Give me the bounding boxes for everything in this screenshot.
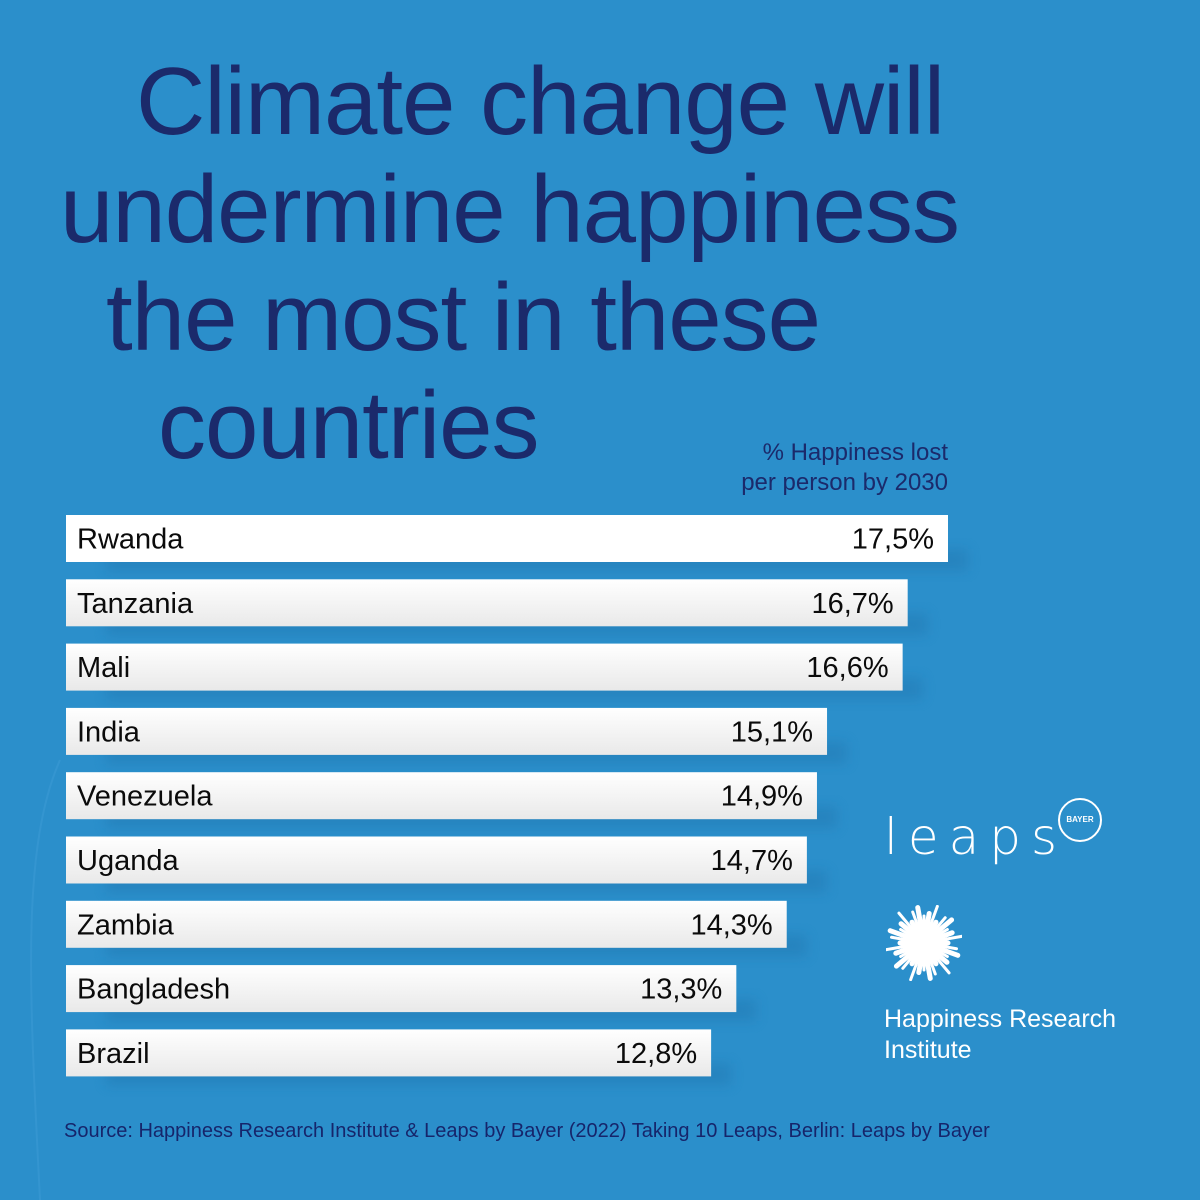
- bar: [66, 515, 948, 562]
- bar: [66, 772, 817, 820]
- bar-value-label: 16,6%: [806, 652, 888, 684]
- bar-value-label: 13,3%: [640, 974, 722, 1006]
- sun-ray: [926, 917, 955, 942]
- bar: [66, 579, 908, 627]
- bar-label: Zambia: [77, 909, 175, 941]
- measure-label-line: % Happiness lost: [762, 439, 948, 466]
- bar-label: Mali: [77, 652, 130, 684]
- bar-value-label: 16,7%: [811, 588, 893, 620]
- title-line: Climate change will: [136, 48, 945, 155]
- sun-icon: [886, 905, 962, 981]
- bar-label: Tanzania: [77, 588, 194, 620]
- bar: [66, 1029, 712, 1077]
- bar-label: Brazil: [77, 1038, 150, 1070]
- bar-label: Uganda: [77, 845, 179, 877]
- bar-value-label: 14,9%: [721, 781, 803, 813]
- bar-value-label: 17,5%: [852, 524, 934, 556]
- bar-label: Rwanda: [77, 524, 184, 556]
- sun-ray: [893, 944, 922, 969]
- bar-value-label: 14,7%: [711, 845, 793, 877]
- bar: [66, 900, 787, 948]
- sun-ray: [928, 934, 962, 944]
- bar: [66, 965, 737, 1013]
- title-line: the most in these: [106, 264, 821, 371]
- sun-ray: [922, 946, 933, 981]
- sun-core: [913, 932, 935, 954]
- bar: [66, 643, 903, 691]
- source-note: Source: Happiness Research Institute & L…: [64, 1120, 990, 1142]
- bayer-logo-icon: BAYER: [1058, 798, 1102, 842]
- sun-ray: [915, 905, 926, 940]
- bar-label: Venezuela: [77, 781, 213, 813]
- bar-value-label: 12,8%: [615, 1038, 697, 1070]
- measure-label: % Happiness lost per person by 2030: [741, 438, 948, 498]
- bar-label: India: [77, 716, 141, 748]
- institute-name-line: Institute: [884, 1036, 972, 1064]
- bar-value-label: 14,3%: [690, 909, 772, 941]
- title-line: countries: [158, 372, 540, 479]
- leaps-logo: leaps: [884, 808, 1068, 866]
- bayer-logo-text: BAYER: [1066, 815, 1094, 824]
- bar: [66, 836, 807, 884]
- chart-title: Climate change will undermine happiness …: [60, 48, 1060, 480]
- bar-label: Bangladesh: [77, 974, 230, 1006]
- bar: [66, 707, 828, 755]
- measure-label-line: per person by 2030: [741, 469, 948, 496]
- bar-value-label: 15,1%: [731, 716, 813, 748]
- institute-name-line: Happiness Research: [884, 1005, 1117, 1033]
- title-line: undermine happiness: [60, 156, 960, 263]
- institute-name: Happiness Research Institute: [884, 1004, 1184, 1066]
